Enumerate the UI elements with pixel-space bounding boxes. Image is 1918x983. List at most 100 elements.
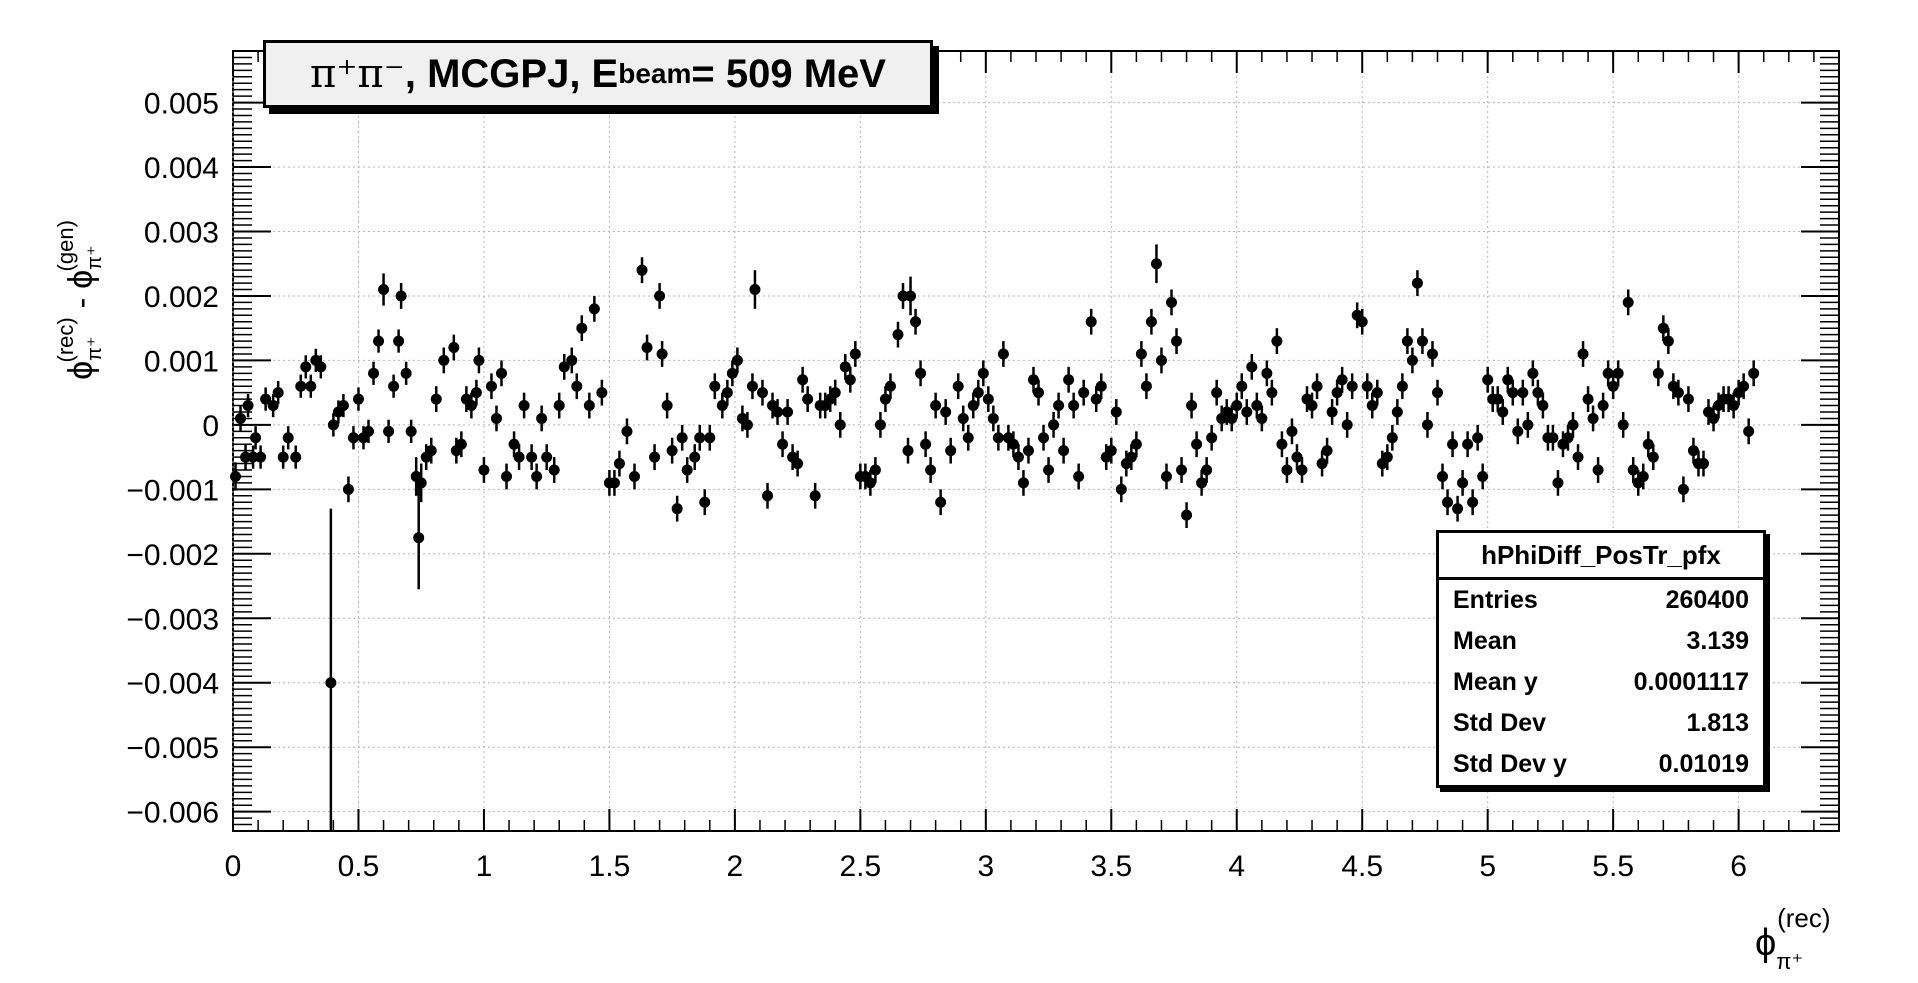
y-tick-label: 0.005 <box>144 88 219 121</box>
data-point <box>1492 393 1504 405</box>
data-point <box>1416 335 1428 347</box>
data-point <box>393 335 405 347</box>
x-tick-label: 2 <box>727 850 744 883</box>
data-point <box>1552 477 1564 489</box>
svg-text:ϕπ⁺(rec) - ϕπ⁺(gen): ϕπ⁺(rec) - ϕπ⁺(gen) <box>53 220 106 380</box>
data-point <box>1316 458 1328 470</box>
data-point <box>1276 438 1288 450</box>
data-point <box>1502 374 1514 386</box>
data-point <box>1027 374 1039 386</box>
data-point <box>1261 367 1273 379</box>
data-point <box>1038 432 1050 444</box>
data-point <box>1607 380 1619 392</box>
data-point <box>884 380 896 392</box>
data-point <box>1381 451 1393 463</box>
data-point <box>1048 419 1060 431</box>
data-point <box>844 374 856 386</box>
data-point <box>373 335 385 347</box>
data-point <box>1291 451 1303 463</box>
data-point <box>1697 458 1709 470</box>
data-point <box>1331 387 1343 399</box>
data-point <box>654 290 666 302</box>
data-point <box>325 677 337 689</box>
data-point <box>1206 432 1218 444</box>
data-point <box>940 406 952 418</box>
data-point <box>1672 387 1684 399</box>
data-point <box>455 438 467 450</box>
data-point <box>583 400 595 412</box>
stats-row-std-dev-y: Std Dev y 0.01019 <box>1439 744 1763 785</box>
data-point <box>1537 400 1549 412</box>
data-point <box>809 490 821 502</box>
x-tick-label: 0 <box>225 850 242 883</box>
data-point <box>892 329 904 341</box>
x-tick-label: 2.5 <box>839 850 881 883</box>
data-point <box>1738 380 1750 392</box>
data-point <box>1572 451 1584 463</box>
data-point <box>1135 348 1147 360</box>
data-point <box>666 445 678 457</box>
stats-value: 260400 <box>1665 586 1749 614</box>
data-point <box>295 380 307 392</box>
data-point <box>716 400 728 412</box>
y-axis-title: ϕπ⁺(rec) - ϕπ⁺(gen) <box>53 220 106 380</box>
data-point <box>1150 258 1162 270</box>
data-point <box>1391 406 1403 418</box>
data-point <box>613 458 625 470</box>
title-subscript: beam <box>618 58 692 89</box>
data-point <box>1642 438 1654 450</box>
data-point <box>1251 400 1263 412</box>
data-point <box>1191 438 1203 450</box>
data-point <box>1181 509 1193 521</box>
data-point <box>1321 445 1333 457</box>
data-point <box>478 464 490 476</box>
data-point <box>726 367 738 379</box>
data-point <box>874 419 886 431</box>
data-point <box>1472 432 1484 444</box>
data-point <box>1432 387 1443 399</box>
data-point <box>1587 412 1599 424</box>
data-point <box>1296 464 1308 476</box>
data-point <box>395 290 407 302</box>
data-point <box>1256 412 1268 424</box>
data-point <box>496 367 508 379</box>
data-point <box>272 387 284 399</box>
data-point <box>1090 393 1102 405</box>
y-tick-label: −0.004 <box>126 668 219 701</box>
data-point <box>671 503 683 515</box>
data-point <box>315 361 327 373</box>
data-point <box>1467 496 1479 508</box>
data-point <box>1442 496 1454 508</box>
data-point <box>363 425 375 437</box>
y-sup-rec: (rec) <box>53 317 78 362</box>
data-point <box>629 470 640 482</box>
data-point <box>1437 470 1449 482</box>
data-point <box>1532 387 1544 399</box>
data-point <box>721 387 733 399</box>
data-point <box>879 393 891 405</box>
data-point <box>777 438 789 450</box>
data-point <box>1211 387 1223 399</box>
data-point <box>1306 400 1318 412</box>
x-tick-label: 3.5 <box>1090 850 1132 883</box>
data-point <box>782 406 794 418</box>
data-point <box>802 393 814 405</box>
y-tick-label: −0.005 <box>126 732 219 765</box>
data-point <box>1155 354 1167 366</box>
data-point <box>731 354 743 366</box>
data-point <box>1371 387 1383 399</box>
y-tick-label: −0.002 <box>126 539 219 572</box>
data-point <box>1647 451 1659 463</box>
data-point <box>1176 464 1188 476</box>
data-point <box>235 412 247 424</box>
grid-lines <box>232 51 1839 831</box>
data-point <box>250 432 262 444</box>
x-tick-label: 1.5 <box>589 850 631 883</box>
data-point <box>383 425 395 437</box>
data-point <box>465 400 477 412</box>
data-point <box>1236 380 1248 392</box>
data-point <box>1748 367 1760 379</box>
data-point <box>518 400 530 412</box>
stats-row-entries: Entries 260400 <box>1439 580 1763 621</box>
data-point <box>1231 400 1243 412</box>
